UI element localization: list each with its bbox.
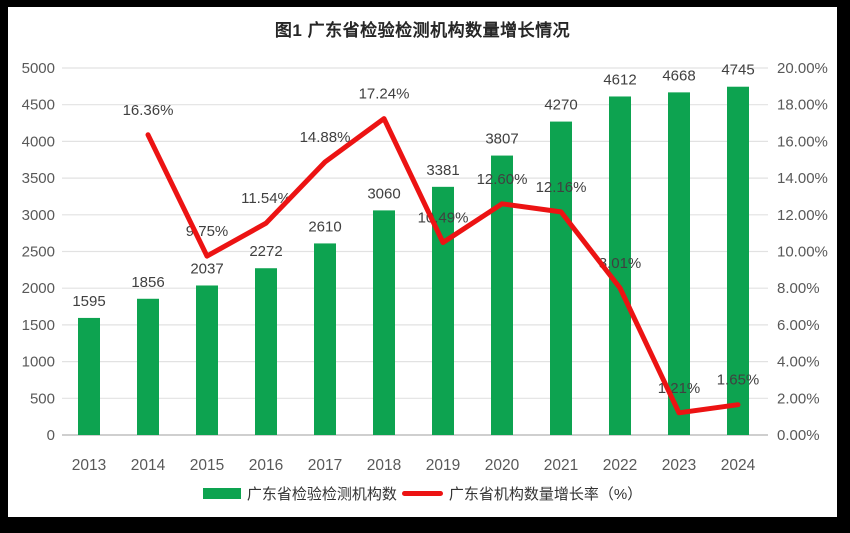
legend-item-institution-count: 广东省检验检测机构数	[202, 483, 397, 504]
right-axis-tick-label: 10.00%	[777, 244, 828, 261]
x-axis-label-2014: 2014	[131, 457, 166, 474]
x-axis-label-2019: 2019	[426, 457, 460, 474]
bar-2020	[491, 155, 513, 435]
left-axis-tick-label: 3500	[22, 170, 55, 187]
bar-2015	[196, 285, 218, 435]
bar-value-label-2023: 4668	[662, 67, 695, 84]
right-axis-tick-label: 4.00%	[777, 354, 820, 371]
bar-2023	[668, 92, 690, 435]
legend-label-institution-count: 广东省检验检测机构数	[246, 486, 397, 503]
bar-2017	[314, 243, 336, 435]
right-axis-tick-label: 14.00%	[777, 170, 828, 187]
bar-2021	[550, 121, 572, 435]
bar-value-label-2024: 4745	[721, 62, 754, 79]
right-axis-tick-label: 0.00%	[777, 427, 820, 444]
line-value-label-2016: 11.54%	[241, 190, 291, 207]
chart-canvas: 图1 广东省检验检测机构数量增长情况 0 0.00% 500 2.00% 1000 4.0…	[8, 7, 837, 517]
chart-plot-area: 0 0.00% 500 2.00% 1000 4.00% 1500 6.00% 2000 8.00…	[22, 60, 828, 474]
bar-2024	[727, 86, 749, 435]
x-axis-label-2013: 2013	[72, 457, 106, 474]
left-axis-tick-label: 2000	[22, 280, 55, 297]
left-axis-tick-label: 4000	[22, 133, 55, 150]
bar-2016	[255, 268, 277, 435]
left-axis-tick-label: 2500	[22, 244, 55, 261]
x-axis-label-2021: 2021	[544, 457, 578, 474]
bar-2022	[609, 96, 631, 436]
bar-2014	[137, 298, 159, 435]
bar-value-label-2014: 1856	[131, 274, 164, 291]
bar-value-label-2021: 4270	[544, 97, 577, 114]
left-axis-tick-label: 5000	[22, 60, 55, 77]
left-axis-tick-label: 3000	[22, 207, 55, 224]
x-axis-label-2024: 2024	[721, 457, 756, 474]
line-value-label-2018: 17.24%	[359, 86, 410, 103]
x-axis-label-2016: 2016	[249, 457, 283, 474]
right-axis-tick-label: 8.00%	[777, 280, 820, 297]
bar-value-label-2013: 1595	[72, 293, 105, 310]
right-axis-tick-label: 18.00%	[777, 97, 828, 114]
bar-value-label-2016: 2272	[249, 243, 282, 260]
bar-value-label-2017: 2610	[308, 218, 341, 235]
right-axis-tick-label: 16.00%	[777, 133, 828, 150]
x-axis-label-2022: 2022	[603, 457, 637, 474]
bar-value-label-2020: 3807	[485, 131, 518, 148]
line-value-label-2024: 1.65%	[717, 372, 760, 389]
line-value-label-2022: 8.01%	[599, 255, 642, 272]
x-axis-label-2023: 2023	[662, 457, 696, 474]
line-value-label-2020: 12.60%	[477, 171, 528, 188]
bar-value-label-2018: 3060	[367, 185, 400, 202]
right-axis-tick-label: 6.00%	[777, 317, 820, 334]
bar-value-label-2019: 3381	[426, 162, 459, 179]
legend-item-growth-rate: 广东省机构数量增长率（%）	[401, 483, 643, 504]
left-axis-tick-label: 500	[30, 390, 55, 407]
line-value-label-2019: 10.49%	[418, 210, 469, 227]
line-value-label-2014: 16.36%	[123, 102, 174, 119]
right-axis-tick-label: 12.00%	[777, 207, 828, 224]
line-value-label-2017: 14.88%	[300, 129, 351, 146]
left-axis-tick-label: 0	[47, 427, 55, 444]
chart-title: 图1 广东省检验检测机构数量增长情况	[274, 21, 571, 40]
left-axis-tick-label: 1500	[22, 317, 55, 334]
x-axis-label-2015: 2015	[190, 457, 224, 474]
legend: 广东省检验检测机构数 广东省机构数量增长率（%）	[8, 483, 837, 504]
left-axis-tick-label: 1000	[22, 354, 55, 371]
bar-2018	[373, 210, 395, 435]
legend-bar-swatch-icon	[202, 488, 241, 499]
growth-rate-line	[145, 116, 741, 416]
right-axis-tick-label: 2.00%	[777, 390, 820, 407]
right-axis-tick-label: 20.00%	[777, 60, 828, 77]
x-axis-label-2018: 2018	[367, 457, 401, 474]
legend-label-growth-rate: 广东省机构数量增长率（%）	[448, 486, 643, 503]
line-value-label-2021: 12.16%	[536, 179, 587, 196]
x-axis-label-2017: 2017	[308, 457, 342, 474]
legend-line-swatch-icon	[401, 491, 443, 496]
bar-value-label-2022: 4612	[603, 71, 636, 88]
left-axis-tick-label: 4500	[22, 97, 55, 114]
bar-value-label-2015: 2037	[190, 260, 223, 277]
bar-2013	[78, 317, 100, 435]
bar-2019	[432, 186, 454, 435]
x-axis-label-2020: 2020	[485, 457, 520, 474]
